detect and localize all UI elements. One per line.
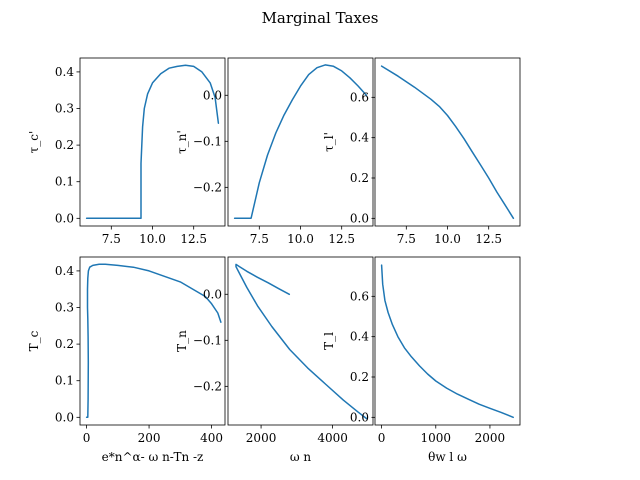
series-line xyxy=(235,263,368,420)
subplot-4: 0 200 400 0.0 0.1 0.2 0.3 0.4 T_c e*n^α- ω n-Tn -… xyxy=(27,256,226,464)
y-tick-label: 0.2 xyxy=(55,138,74,152)
y-tick-label: −0.2 xyxy=(193,180,222,194)
y-tick-label: −0.2 xyxy=(193,379,222,393)
y-tick-label: 0.2 xyxy=(350,370,369,384)
x-tick-label: 10.0 xyxy=(287,232,314,246)
x-tick-label: 7.5 xyxy=(250,232,269,246)
x-axis-label: e*n^α- ω n-Tn -z xyxy=(102,450,204,464)
y-tick-label: 0.0 xyxy=(203,287,222,301)
x-tick-label: 1000 xyxy=(420,431,451,445)
x-tick-label: 2000 xyxy=(475,431,506,445)
x-axis-label: θw l ω xyxy=(428,450,467,464)
x-tick-label: 10.0 xyxy=(139,232,166,246)
axes-frame xyxy=(374,256,521,426)
x-tick-label: 12.5 xyxy=(475,232,502,246)
y-tick-label: 0.0 xyxy=(55,410,74,424)
series-line xyxy=(233,64,368,219)
axes-frame xyxy=(227,256,374,426)
series-line xyxy=(85,263,222,419)
y-tick-label: 0.6 xyxy=(350,90,369,104)
y-axis-label: T_l xyxy=(322,332,336,350)
x-tick-label: 12.5 xyxy=(180,232,207,246)
figure-title: Marginal Taxes xyxy=(262,9,379,27)
y-axis-label: τ_c' xyxy=(27,131,41,154)
y-tick-label: 0.1 xyxy=(55,374,74,388)
y-axis-label: τ_n' xyxy=(175,130,189,154)
y-tick-label: 0.0 xyxy=(55,211,74,225)
panels: 7.5 10.0 12.5 0.0 0.1 0.2 0.3 0.4 τ_c' 7.5 10.0 12.… xyxy=(27,57,521,464)
x-tick-label: 400 xyxy=(200,431,223,445)
x-tick-label: 200 xyxy=(138,431,161,445)
x-tick-label: 0 xyxy=(83,431,91,445)
axes-frame xyxy=(79,256,226,426)
series-line xyxy=(380,65,515,220)
y-tick-label: 0.4 xyxy=(350,131,369,145)
y-tick-label: −0.1 xyxy=(193,333,222,347)
y-tick-label: 0.4 xyxy=(55,65,74,79)
axes-frame xyxy=(374,57,521,227)
series-line xyxy=(380,264,514,419)
y-tick-label: 0.3 xyxy=(55,301,74,315)
y-tick-label: 0.6 xyxy=(350,289,369,303)
series-line xyxy=(85,64,220,220)
subplot-2: 7.5 10.0 12.5 0.0 −0.1 −0.2 τ_n' xyxy=(175,57,374,246)
y-tick-label: 0.2 xyxy=(55,337,74,351)
y-tick-label: 0.0 xyxy=(203,88,222,102)
x-tick-label: 7.5 xyxy=(102,232,121,246)
y-axis-label: τ_l' xyxy=(322,132,336,152)
y-axis-label: T_n xyxy=(175,330,189,352)
x-tick-label: 0 xyxy=(378,431,386,445)
y-tick-label: 0.4 xyxy=(55,264,74,278)
y-tick-label: 0.4 xyxy=(350,330,369,344)
y-tick-label: 0.2 xyxy=(350,171,369,185)
x-tick-label: 4000 xyxy=(317,431,348,445)
x-tick-label: 10.0 xyxy=(434,232,461,246)
subplot-3: 7.5 10.0 12.5 0.0 0.2 0.4 0.6 τ_l' xyxy=(322,57,521,246)
subplot-6: 0 1000 2000 0.0 0.2 0.4 0.6 T_l θw l ω xyxy=(322,256,521,464)
y-tick-label: 0.3 xyxy=(55,102,74,116)
x-tick-label: 2000 xyxy=(246,431,277,445)
x-tick-label: 12.5 xyxy=(328,232,355,246)
y-tick-label: 0.0 xyxy=(350,211,369,225)
y-tick-label: 0.0 xyxy=(350,410,369,424)
y-axis-label: T_c xyxy=(27,330,41,351)
y-tick-label: 0.1 xyxy=(55,175,74,189)
subplot-1: 7.5 10.0 12.5 0.0 0.1 0.2 0.3 0.4 τ_c' xyxy=(27,57,226,246)
x-tick-label: 7.5 xyxy=(397,232,416,246)
y-tick-label: −0.1 xyxy=(193,134,222,148)
x-axis-label: ω n xyxy=(290,450,312,464)
